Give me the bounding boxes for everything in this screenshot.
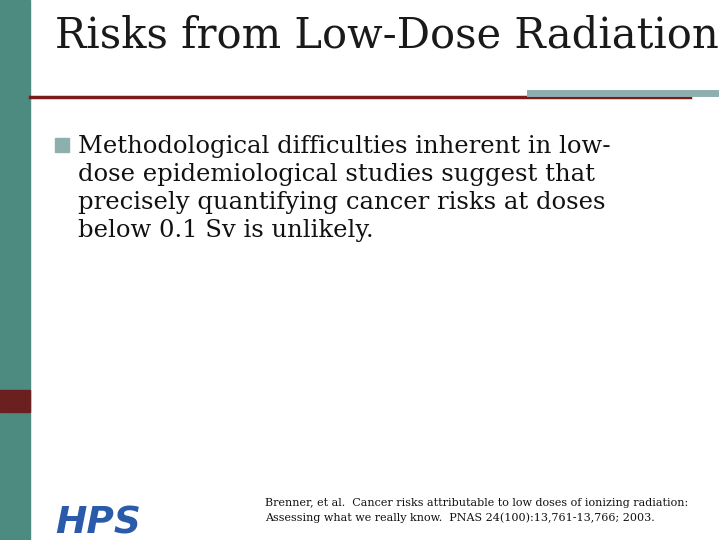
Bar xyxy=(55,138,69,152)
Text: Risks from Low-Dose Radiation: Risks from Low-Dose Radiation xyxy=(55,15,719,57)
Text: dose epidemiological studies suggest that: dose epidemiological studies suggest tha… xyxy=(78,163,595,186)
Bar xyxy=(0,390,30,412)
Text: below 0.1 Sv is unlikely.: below 0.1 Sv is unlikely. xyxy=(78,219,374,242)
Bar xyxy=(0,0,30,540)
Text: Methodological difficulties inherent in low-: Methodological difficulties inherent in … xyxy=(78,135,611,158)
Text: Brenner, et al.  Cancer risks attributable to low doses of ionizing radiation:: Brenner, et al. Cancer risks attributabl… xyxy=(265,498,688,508)
Text: Assessing what we really know.  PNAS 24(100):13,761-13,766; 2003.: Assessing what we really know. PNAS 24(1… xyxy=(265,512,654,523)
Text: HPS: HPS xyxy=(55,505,141,540)
Text: precisely quantifying cancer risks at doses: precisely quantifying cancer risks at do… xyxy=(78,191,606,214)
